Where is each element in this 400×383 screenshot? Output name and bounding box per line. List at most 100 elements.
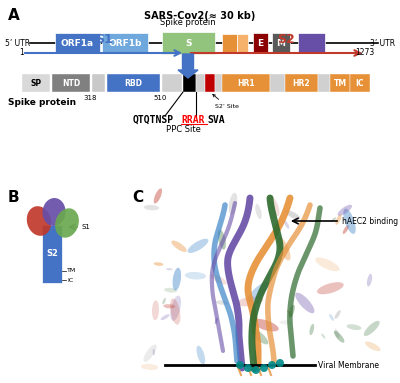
Ellipse shape [317,282,344,294]
Ellipse shape [295,293,314,313]
Text: 1273: 1273 [355,48,375,57]
Text: ORF1b: ORF1b [108,39,142,47]
Ellipse shape [277,237,290,260]
FancyBboxPatch shape [222,74,270,92]
Text: ORF1a: ORF1a [61,39,94,47]
Ellipse shape [238,354,242,365]
Text: S2: S2 [278,33,295,46]
Text: 318: 318 [83,95,97,101]
Ellipse shape [251,329,268,344]
Ellipse shape [218,230,226,250]
Ellipse shape [347,324,362,330]
Ellipse shape [185,272,206,280]
Text: HR1: HR1 [237,79,255,87]
Text: SP: SP [30,79,42,87]
FancyArrow shape [178,54,198,78]
Ellipse shape [188,239,208,253]
FancyBboxPatch shape [92,74,105,92]
FancyBboxPatch shape [270,74,285,92]
Ellipse shape [154,262,163,266]
FancyBboxPatch shape [183,74,196,92]
Ellipse shape [237,296,263,306]
Ellipse shape [211,274,227,285]
Ellipse shape [170,298,180,325]
Ellipse shape [310,324,314,335]
Text: HR2: HR2 [293,79,310,87]
FancyBboxPatch shape [350,74,370,92]
Text: IC: IC [356,79,364,87]
Ellipse shape [269,196,280,216]
Text: C: C [132,190,143,205]
Ellipse shape [236,361,244,369]
Ellipse shape [334,310,341,319]
Ellipse shape [335,214,342,225]
Ellipse shape [144,205,159,210]
Ellipse shape [252,319,279,331]
Ellipse shape [329,314,334,321]
Ellipse shape [364,321,380,336]
Text: A: A [8,8,20,23]
Ellipse shape [255,204,262,219]
Text: RBD: RBD [124,79,142,87]
FancyBboxPatch shape [196,74,205,92]
Ellipse shape [280,320,292,325]
Ellipse shape [166,268,173,270]
Ellipse shape [338,205,352,216]
Ellipse shape [55,208,79,238]
FancyBboxPatch shape [330,74,350,92]
FancyBboxPatch shape [253,33,268,53]
Ellipse shape [244,364,252,372]
Text: IC: IC [67,278,73,283]
Text: Viral Membrane: Viral Membrane [318,360,379,370]
FancyBboxPatch shape [237,34,248,52]
Text: E: E [258,39,264,47]
FancyBboxPatch shape [205,74,215,92]
Ellipse shape [170,296,181,321]
FancyBboxPatch shape [52,74,90,92]
Ellipse shape [289,305,295,318]
Ellipse shape [248,282,269,302]
FancyBboxPatch shape [162,32,215,54]
Text: QTQTNSP: QTQTNSP [133,115,174,125]
FancyBboxPatch shape [285,74,318,92]
Ellipse shape [154,188,162,203]
Ellipse shape [287,310,292,316]
FancyBboxPatch shape [55,33,100,53]
FancyBboxPatch shape [22,74,50,92]
Ellipse shape [260,364,268,372]
Ellipse shape [285,210,300,219]
Ellipse shape [343,209,356,234]
Ellipse shape [42,198,66,226]
Ellipse shape [334,329,339,338]
Ellipse shape [164,288,177,293]
Ellipse shape [365,342,381,351]
FancyBboxPatch shape [272,33,290,53]
FancyBboxPatch shape [215,74,222,92]
FancyBboxPatch shape [162,74,182,92]
FancyBboxPatch shape [130,190,400,383]
Ellipse shape [229,193,237,214]
Ellipse shape [331,218,336,222]
Text: Spike protein: Spike protein [160,18,216,27]
Ellipse shape [268,361,276,369]
Ellipse shape [172,268,181,290]
Text: 3’ UTR: 3’ UTR [370,39,395,47]
Text: TM: TM [334,79,346,87]
Text: Spike protein: Spike protein [8,98,76,107]
Text: NTD: NTD [62,79,80,87]
Ellipse shape [171,241,187,252]
Ellipse shape [161,314,170,320]
Text: M: M [276,39,286,47]
Ellipse shape [27,206,51,236]
Text: 1: 1 [20,48,24,57]
Text: 5’ UTR: 5’ UTR [5,39,30,47]
Ellipse shape [276,359,284,367]
Text: hAEC2 binding domain: hAEC2 binding domain [342,216,400,226]
Text: S2’ Site: S2’ Site [213,95,239,109]
FancyBboxPatch shape [42,225,62,283]
Ellipse shape [144,344,157,362]
Text: SARS-Cov2(≈ 30 kb): SARS-Cov2(≈ 30 kb) [144,11,256,21]
Text: SVA: SVA [207,115,225,125]
Ellipse shape [152,300,159,320]
Ellipse shape [215,318,218,324]
